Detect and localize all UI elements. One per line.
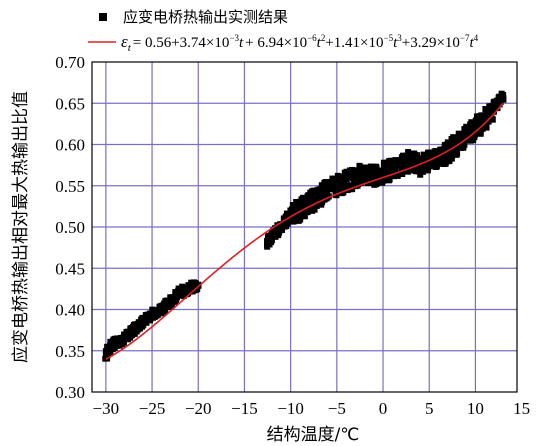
- scatter-point: [373, 165, 380, 172]
- y-tick-label: 0.60: [55, 136, 85, 155]
- y-tick-label: 0.55: [55, 177, 85, 196]
- scatter-point: [385, 176, 392, 183]
- scatter-point: [500, 92, 507, 98]
- scatter-point: [489, 116, 496, 123]
- scatter-point: [299, 201, 306, 208]
- x-tick-label: −30: [93, 399, 120, 418]
- scatter-point: [399, 171, 406, 178]
- scatter-point: [479, 125, 486, 132]
- legend-scatter-label: 应变电桥热输出实测结果: [123, 8, 288, 26]
- scatter-point: [414, 165, 421, 172]
- y-axis-title: 应变电桥热输出相对最大热输出比值: [11, 91, 31, 363]
- scatter-point: [384, 165, 391, 172]
- x-axis-title: 结构温度/℃: [267, 425, 360, 445]
- scatter-point: [367, 163, 374, 170]
- scatter-point: [485, 118, 492, 125]
- scatter-point: [140, 321, 147, 328]
- scatter-point: [483, 124, 490, 131]
- scatter-point: [354, 171, 361, 178]
- scatter-point: [433, 148, 440, 155]
- scatter-point: [418, 161, 425, 168]
- legend: 应变电桥热输出实测结果 εt = 0.56+3.74×10−3t + 6.94×10…: [88, 8, 479, 54]
- x-tick-label: −5: [328, 399, 346, 418]
- x-tick-label: 15: [513, 399, 530, 418]
- scatter-point: [195, 281, 202, 288]
- scatter-point: [396, 162, 403, 169]
- scatter-point: [120, 339, 127, 346]
- scatter-series: [102, 90, 507, 362]
- scatter-point: [194, 285, 201, 292]
- x-tick-label: −25: [139, 399, 166, 418]
- scatter-point: [370, 169, 377, 176]
- plot-frame: [91, 61, 518, 393]
- scatter-point: [293, 199, 300, 206]
- scatter-point: [162, 308, 169, 315]
- scatter-point: [458, 131, 465, 138]
- legend-fit-label: εt = 0.56+3.74×10−3t + 6.94×10−6t2+1.41×10…: [121, 32, 479, 54]
- scatter-point: [454, 150, 461, 157]
- x-tick-label: −20: [185, 399, 212, 418]
- scatter-point: [357, 164, 364, 171]
- scatter-point: [360, 178, 367, 185]
- scatter-point: [482, 106, 489, 113]
- y-tick-label: 0.30: [55, 383, 85, 402]
- y-tick-label: 0.40: [55, 301, 85, 320]
- scatter-point: [473, 119, 480, 126]
- scatter-point: [288, 206, 295, 213]
- scatter-point: [461, 141, 468, 148]
- tick-labels: −30 −25 −20 −15 −10 −5 0 5 10 15 0.30 0.35 0.40 0.45 0…: [55, 53, 530, 418]
- scatter-point: [404, 168, 411, 175]
- scatter-point: [337, 173, 344, 180]
- scatter-point: [306, 197, 313, 204]
- scatter-point: [448, 141, 455, 148]
- scatter-point: [316, 191, 323, 198]
- scatter-point: [437, 160, 444, 167]
- x-tick-label: 10: [467, 399, 484, 418]
- scatter-point: [297, 216, 304, 223]
- legend-scatter-marker: [99, 13, 107, 21]
- scatter-point: [440, 152, 447, 159]
- scatter-point: [380, 159, 387, 166]
- scatter-point: [303, 196, 310, 203]
- x-tick-label: 5: [425, 399, 434, 418]
- scatter-point: [343, 176, 350, 183]
- scatter-point: [325, 193, 332, 200]
- scatter-point: [414, 152, 421, 159]
- scatter-point: [410, 160, 417, 167]
- scatter-point: [388, 167, 395, 174]
- y-tick-label: 0.50: [55, 218, 85, 237]
- fit-curve: [105, 102, 504, 360]
- y-tick-label: 0.65: [55, 94, 85, 113]
- scatter-point: [279, 226, 286, 233]
- scatter-point: [304, 200, 311, 207]
- x-tick-label: 0: [379, 399, 388, 418]
- y-tick-label: 0.35: [55, 342, 85, 361]
- scatter-point: [366, 167, 373, 174]
- y-tick-label: 0.45: [55, 259, 85, 278]
- scatter-point: [313, 202, 320, 209]
- scatter-point: [402, 158, 409, 165]
- x-tick-label: −15: [231, 399, 258, 418]
- scatter-point: [300, 204, 307, 211]
- scatter-point: [333, 190, 340, 197]
- scatter-point: [448, 155, 455, 162]
- scatter-point: [317, 185, 324, 192]
- scatter-point: [332, 186, 339, 193]
- scatter-point: [436, 157, 443, 164]
- scatter-point: [467, 131, 474, 138]
- x-tick-label: −10: [277, 399, 304, 418]
- scatter-point: [268, 235, 275, 242]
- y-tick-label: 0.70: [55, 53, 85, 72]
